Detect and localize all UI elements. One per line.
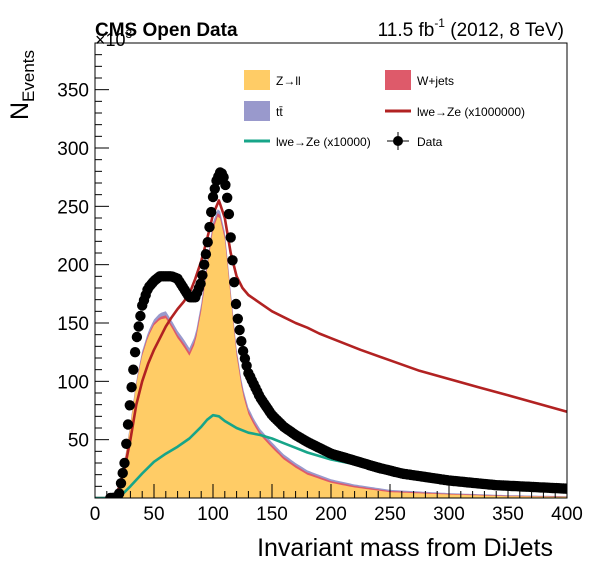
data-point	[231, 299, 241, 309]
data-point	[116, 478, 126, 488]
y-tick-label: 100	[57, 372, 89, 393]
y-axis-title: NEvents	[6, 50, 38, 120]
legend-label: lwe→Ze (x10000)	[276, 135, 371, 149]
header-right-exp: -1	[434, 16, 445, 30]
y-tick-label: 300	[57, 139, 89, 160]
y-tick-label: 150	[57, 314, 89, 335]
x-tick-label: 150	[256, 504, 288, 525]
data-point	[125, 400, 135, 410]
x-axis-title: Invariant mass from DiJets	[257, 534, 553, 562]
legend-entry-lwe-ze-x10000: lwe→Ze (x10000)	[244, 135, 371, 149]
x-tick-label: 50	[143, 504, 164, 525]
legend-swatch	[244, 101, 270, 121]
exponent-label: ×103	[95, 27, 133, 50]
data-point	[119, 458, 129, 468]
legend-entry-z-ll: Z→ll	[244, 70, 301, 90]
data-point	[226, 232, 236, 242]
data-point	[227, 255, 237, 265]
y-tick-label: 200	[57, 256, 89, 277]
data-point	[197, 270, 207, 280]
data-point	[203, 237, 213, 247]
header-right-prefix: 11.5 fb	[378, 20, 435, 41]
data-point	[126, 382, 136, 392]
x-tick-label: 250	[374, 504, 406, 525]
data-point	[121, 439, 131, 449]
legend-label: lwe→Ze (x1000000)	[417, 105, 525, 119]
data-point	[199, 260, 209, 270]
y-axis-title-main: N	[6, 102, 34, 120]
plot-area	[95, 167, 572, 503]
legend-entry-tt: tt̄	[244, 101, 283, 121]
data-point	[229, 277, 239, 287]
legend: Z→ll W+jets tt̄ lwe→Ze (x1000000) lwe→Ze (x1…	[244, 70, 525, 150]
legend-entry-w-jets: W+jets	[385, 70, 454, 90]
header-right: 11.5 fb-1 (2012, 8 TeV)	[378, 16, 564, 41]
data-point	[130, 347, 140, 357]
legend-label: Z→ll	[276, 74, 301, 88]
legend-entry-lwe-ze-x1000000: lwe→Ze (x1000000)	[385, 105, 525, 119]
data-point	[135, 311, 145, 321]
data-point	[134, 321, 144, 331]
data-point	[234, 325, 244, 335]
data-point	[201, 249, 211, 259]
x-tick-label: 350	[492, 504, 524, 525]
header-right-suffix: (2012, 8 TeV)	[445, 20, 564, 41]
legend-swatch	[385, 70, 411, 90]
legend-entry-data: Data	[387, 132, 443, 150]
x-tick-label: 100	[197, 504, 229, 525]
data-point	[206, 207, 216, 217]
y-axis-title-sub: Events	[19, 50, 38, 102]
y-tick-label: 350	[57, 81, 89, 102]
y-tick-label: 250	[57, 197, 89, 218]
series-group	[95, 167, 572, 503]
legend-label: tt̄	[276, 105, 283, 119]
data-point	[204, 222, 214, 232]
data-point	[128, 365, 138, 375]
x-tick-label: 0	[90, 504, 101, 525]
data-point	[132, 332, 142, 342]
y-tick-label: 50	[68, 431, 89, 452]
data-point	[236, 336, 246, 346]
data-point	[233, 314, 243, 324]
data-point	[224, 209, 234, 219]
x-tick-label: 400	[551, 504, 583, 525]
legend-label: W+jets	[417, 74, 454, 88]
data-point	[123, 419, 133, 429]
x-tick-label: 300	[433, 504, 465, 525]
data-point	[118, 468, 128, 478]
x-tick-label: 200	[315, 504, 347, 525]
legend-label: Data	[417, 135, 443, 149]
legend-swatch	[393, 136, 403, 146]
data-point	[114, 488, 124, 498]
legend-swatch	[244, 70, 270, 90]
exponent-label-prefix: ×10	[95, 30, 126, 50]
data-point	[220, 180, 230, 190]
exponent-label-exp: 3	[126, 27, 133, 41]
data-point	[222, 193, 232, 203]
